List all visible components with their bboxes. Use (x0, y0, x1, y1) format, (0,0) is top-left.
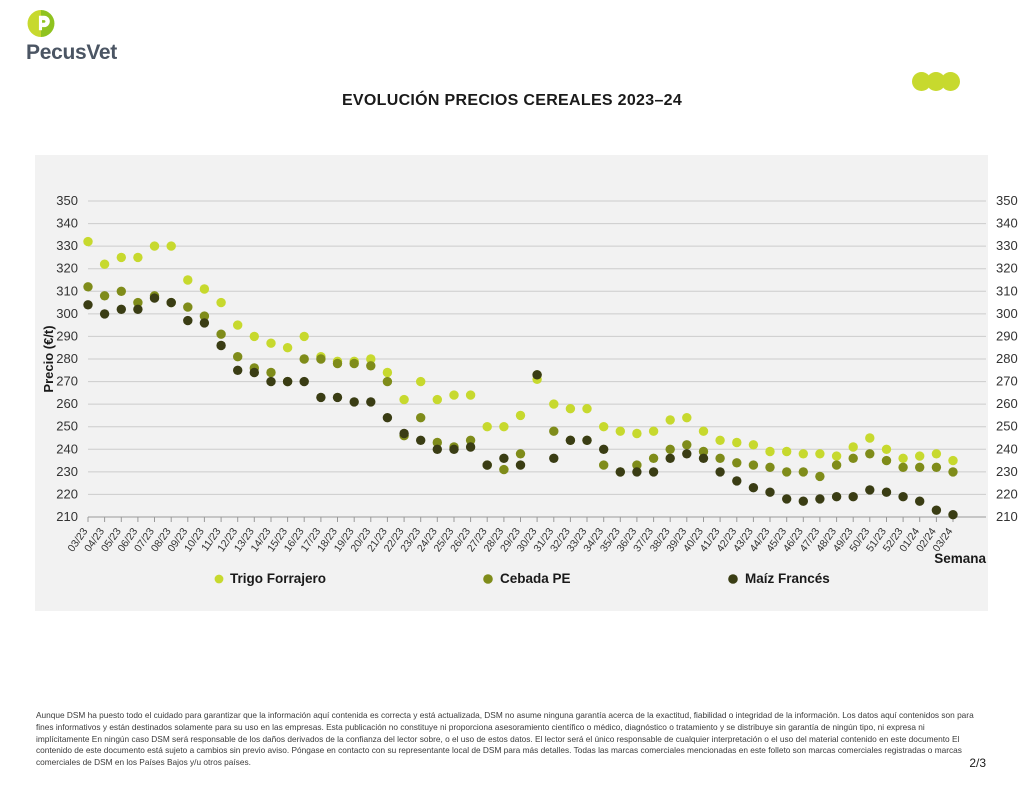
svg-text:300: 300 (996, 306, 1018, 321)
svg-text:Trigo Forrajero: Trigo Forrajero (230, 571, 326, 586)
svg-text:350: 350 (996, 193, 1018, 208)
svg-text:270: 270 (996, 374, 1018, 389)
svg-text:240: 240 (996, 441, 1018, 456)
svg-text:280: 280 (56, 351, 78, 366)
svg-text:310: 310 (56, 283, 78, 298)
svg-text:250: 250 (56, 419, 78, 434)
svg-text:Semana: Semana (934, 551, 986, 566)
svg-text:260: 260 (56, 396, 78, 411)
svg-text:210: 210 (56, 509, 78, 524)
svg-text:310: 310 (996, 283, 1018, 298)
svg-text:260: 260 (996, 396, 1018, 411)
svg-text:230: 230 (996, 464, 1018, 479)
svg-text:Cebada PE: Cebada PE (500, 571, 571, 586)
svg-text:330: 330 (56, 238, 78, 253)
svg-text:300: 300 (56, 306, 78, 321)
svg-text:Maíz Francés: Maíz Francés (745, 571, 830, 586)
svg-text:320: 320 (996, 261, 1018, 276)
svg-text:340: 340 (996, 216, 1018, 231)
svg-text:280: 280 (996, 351, 1018, 366)
svg-text:Precio (€/t): Precio (€/t) (41, 325, 56, 392)
svg-text:270: 270 (56, 374, 78, 389)
svg-text:290: 290 (56, 328, 78, 343)
svg-text:220: 220 (56, 486, 78, 501)
svg-text:340: 340 (56, 216, 78, 231)
svg-text:210: 210 (996, 509, 1018, 524)
svg-text:350: 350 (56, 193, 78, 208)
svg-text:220: 220 (996, 486, 1018, 501)
svg-text:330: 330 (996, 238, 1018, 253)
svg-text:320: 320 (56, 261, 78, 276)
svg-text:230: 230 (56, 464, 78, 479)
svg-text:250: 250 (996, 419, 1018, 434)
svg-text:290: 290 (996, 328, 1018, 343)
svg-text:240: 240 (56, 441, 78, 456)
